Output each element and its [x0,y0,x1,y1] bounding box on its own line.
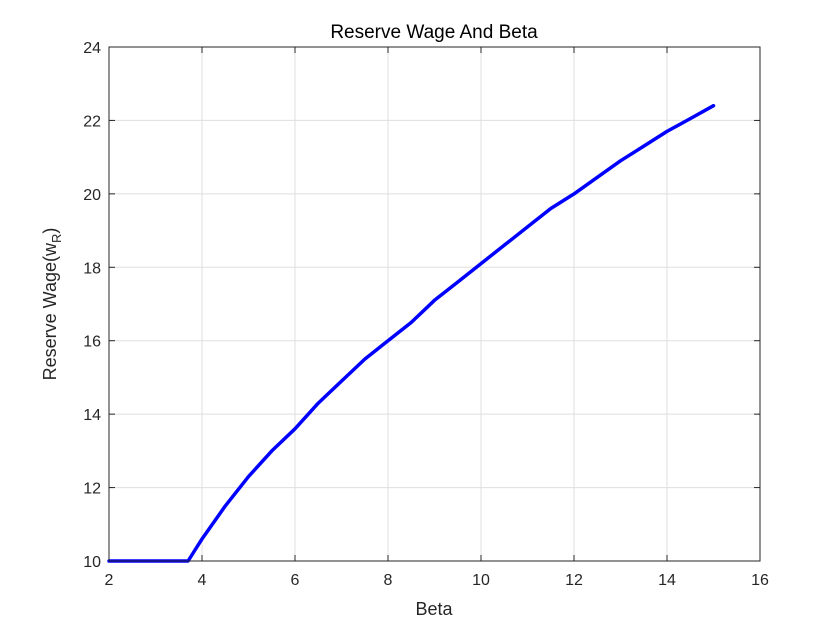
plot-area [109,47,760,561]
y-tick-label: 10 [83,554,101,571]
y-axis-label-close: ) [40,228,60,234]
x-tick-label: 14 [658,572,676,589]
y-tick-label: 18 [83,260,101,277]
x-tick-label: 4 [198,572,207,589]
x-tick-label: 6 [291,572,300,589]
x-tick-labels: 2 4 6 8 10 12 14 16 [105,572,769,589]
y-tick-label: 16 [83,334,101,351]
y-axis-label-subscript: R [49,234,64,243]
y-tick-label: 24 [83,40,101,57]
axes-box [108,46,761,562]
x-tick-label: 8 [384,572,393,589]
x-tick-label: 16 [751,572,769,589]
tick-marks [108,46,761,562]
y-axis-label-main: Reserve Wage(w [40,242,60,380]
x-tick-label: 12 [565,572,583,589]
series-layer [107,103,716,563]
chart-title: Reserve Wage And Beta [330,22,538,43]
grid-lines [109,47,760,561]
x-axis-label: Beta [415,599,453,619]
x-tick-label: 2 [105,572,114,589]
y-axis-label: Reserve Wage(wR) [40,228,64,381]
y-tick-label: 20 [83,187,101,204]
series-line [107,103,716,563]
x-tick-label: 10 [472,572,490,589]
y-tick-label: 14 [83,407,101,424]
y-tick-labels: 10 12 14 16 18 20 22 24 [83,40,101,571]
y-tick-label: 12 [83,481,101,498]
y-tick-label: 22 [83,113,101,130]
